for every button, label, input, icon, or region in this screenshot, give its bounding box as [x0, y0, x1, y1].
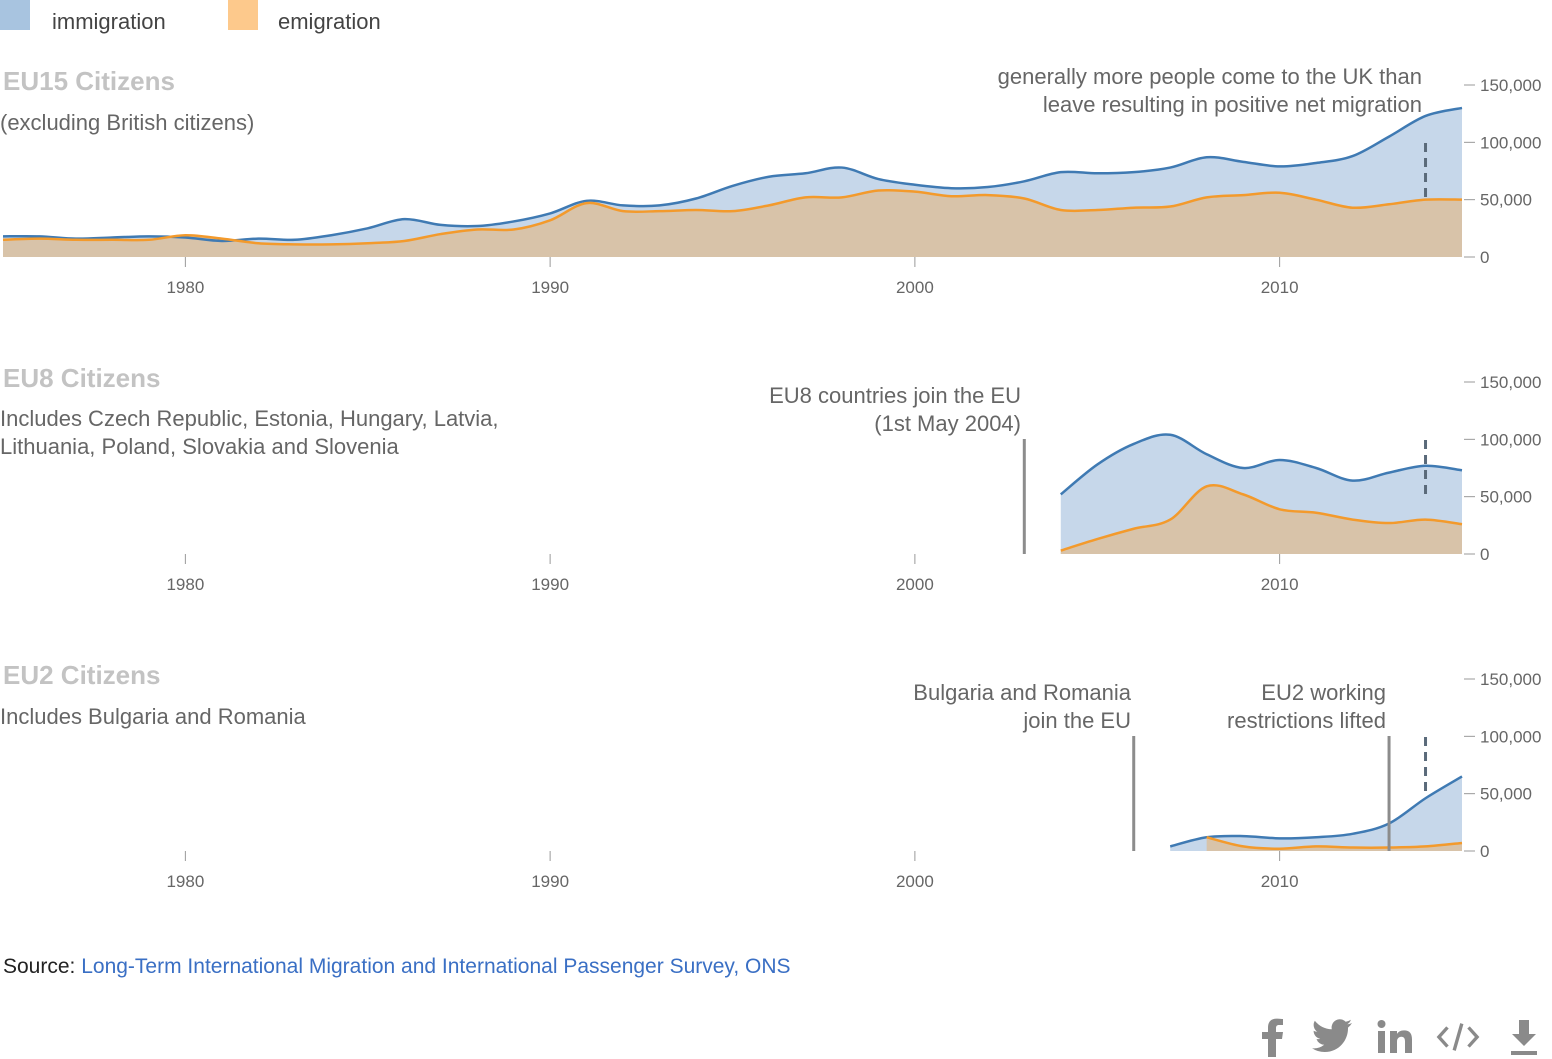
- x-tick-label: 2010: [1261, 872, 1299, 891]
- source-note: Source: Long-Term International Migratio…: [3, 955, 791, 979]
- download-icon[interactable]: [1502, 1015, 1546, 1059]
- x-tick-label: 1990: [531, 278, 569, 297]
- facebook-icon[interactable]: [1250, 1015, 1294, 1059]
- y-tick-label: 100,000: [1480, 133, 1541, 152]
- y-tick-label: 150,000: [1480, 373, 1541, 392]
- panel-2-plot: 0 50,000 100,000 150,000 1980 1990 2000 2010: [166, 373, 1541, 594]
- y-tick-label: 0: [1480, 248, 1489, 267]
- x-tick-label: 1990: [531, 575, 569, 594]
- y-tick-label: 50,000: [1480, 488, 1532, 507]
- y-tick-label: 100,000: [1480, 727, 1541, 746]
- x-tick-label: 2010: [1261, 575, 1299, 594]
- y-tick-label: 50,000: [1480, 785, 1532, 804]
- panel-3-plot: 0 50,000 100,000 150,000 1980 1990 2000 2010: [166, 670, 1541, 891]
- source-link[interactable]: Long-Term International Migration and In…: [81, 955, 790, 978]
- x-tick-label: 2000: [896, 575, 934, 594]
- panel-1-plot: 0 50,000 100,000 150,000 1980 1990 2000 2010: [3, 76, 1541, 297]
- embed-code-icon[interactable]: [1436, 1015, 1480, 1059]
- x-tick-label: 1980: [166, 575, 204, 594]
- y-tick-label: 0: [1480, 545, 1489, 564]
- y-tick-label: 150,000: [1480, 76, 1541, 95]
- y-tick-label: 50,000: [1480, 191, 1532, 210]
- x-tick-label: 2000: [896, 872, 934, 891]
- y-tick-label: 100,000: [1480, 430, 1541, 449]
- twitter-icon[interactable]: [1310, 1015, 1354, 1059]
- x-tick-label: 2010: [1261, 278, 1299, 297]
- y-tick-label: 150,000: [1480, 670, 1541, 689]
- linkedin-icon[interactable]: [1374, 1015, 1418, 1059]
- share-toolbar: [1250, 1015, 1550, 1059]
- source-prefix: Source:: [3, 955, 81, 978]
- x-tick-label: 2000: [896, 278, 934, 297]
- x-tick-label: 1980: [166, 278, 204, 297]
- y-tick-label: 0: [1480, 842, 1489, 861]
- x-tick-label: 1980: [166, 872, 204, 891]
- x-tick-label: 1990: [531, 872, 569, 891]
